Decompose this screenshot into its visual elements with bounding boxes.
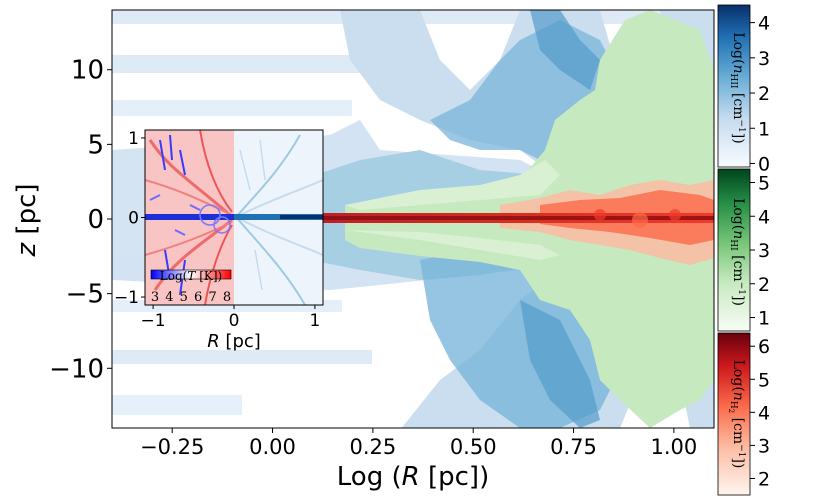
main-x-axis-label: Log (R [pc]) [337, 462, 489, 492]
main-x-tick-label: 0.00 [249, 435, 296, 459]
colorbar-tick-label: 0 [758, 153, 770, 175]
colorbar-tick-label: 3 [758, 48, 770, 70]
colorbar-tick-label: 4 [758, 402, 770, 424]
inset-x-ticks: −1 0 1 [141, 305, 320, 331]
main-y-tick-label: −5 [66, 280, 104, 310]
colorbar-tick-label: 5 [758, 173, 770, 195]
main-y-tick-label: −10 [49, 354, 104, 384]
inset-x-tick-label: 0 [229, 311, 240, 331]
colorbar-tick-label: 3 [758, 240, 770, 262]
inset-x-tick-label: −1 [141, 311, 166, 331]
colorbar-tick-label: 4 [758, 13, 770, 35]
main-x-tick-label: 1.00 [650, 435, 697, 459]
svg-text:Log(nHI [cm−1]): Log(nHI [cm−1]) [728, 198, 746, 306]
h2-colorbar: Log(nH2 [cm−1]) [717, 332, 751, 496]
inset-temperature-colorbar [151, 270, 231, 279]
h2-density-map [230, 180, 714, 265]
main-x-tick-label: 0.50 [450, 435, 497, 459]
inset-x-axis-label: R [pc] [207, 331, 261, 352]
inset-density-map [234, 130, 323, 305]
temperature-tick-label: 5 [180, 290, 188, 305]
hii-colorbar: Log(nHII [cm−1]) [717, 4, 751, 168]
temperature-tick-label: 6 [194, 290, 202, 305]
main-x-tick-label: 0.25 [349, 435, 396, 459]
main-x-tick-label: −0.25 [140, 435, 204, 459]
temperature-tick-label: 7 [208, 290, 216, 305]
main-y-tick-label: 0 [87, 205, 104, 235]
inset-y-tick-label: 1 [128, 129, 139, 149]
inset-y-tick-label: 0 [128, 209, 139, 229]
main-y-tick-label: 5 [87, 130, 104, 160]
colorbar-tick-label: 5 [758, 369, 770, 391]
temperature-tick-label: 4 [165, 290, 173, 305]
colorbar-tick-label: 2 [758, 468, 770, 490]
temperature-colorbar-label: Log(T [K]) [160, 269, 222, 283]
svg-text:Log(nHII [cm−1]): Log(nHII [cm−1]) [728, 32, 746, 143]
colorbar-tick-label: 1 [758, 118, 770, 140]
colorbar-tick-label: 4 [758, 206, 770, 228]
colorbar-tick-label: 2 [758, 83, 770, 105]
svg-text:Log(nH2 [cm−1]): Log(nH2 [cm−1]) [727, 360, 746, 469]
inset-x-tick-label: 1 [309, 311, 320, 331]
inset-y-tick-label: −1 [114, 288, 139, 308]
colorbar-tick-label: 1 [758, 308, 770, 330]
main-y-ticks: 10 5 0 −5 −10 [49, 56, 112, 384]
temperature-tick-label: 8 [223, 290, 231, 305]
inset-y-ticks: 1 0 −1 [114, 129, 145, 308]
main-y-axis-label: z [pc] [12, 183, 42, 257]
colorbar-tick-label: 3 [758, 435, 770, 457]
main-y-tick-label: 10 [71, 56, 104, 86]
temperature-tick-label: 3 [151, 290, 159, 305]
hi-colorbar: Log(nHI [cm−1]) [717, 168, 751, 332]
inset-plot-area [145, 130, 323, 305]
main-x-tick-label: 0.75 [550, 435, 597, 459]
main-x-ticks: −0.25 0.00 0.25 0.50 0.75 1.00 [140, 428, 697, 459]
colorbar-tick-label: 6 [758, 336, 770, 358]
colorbar-tick-label: 2 [758, 274, 770, 296]
